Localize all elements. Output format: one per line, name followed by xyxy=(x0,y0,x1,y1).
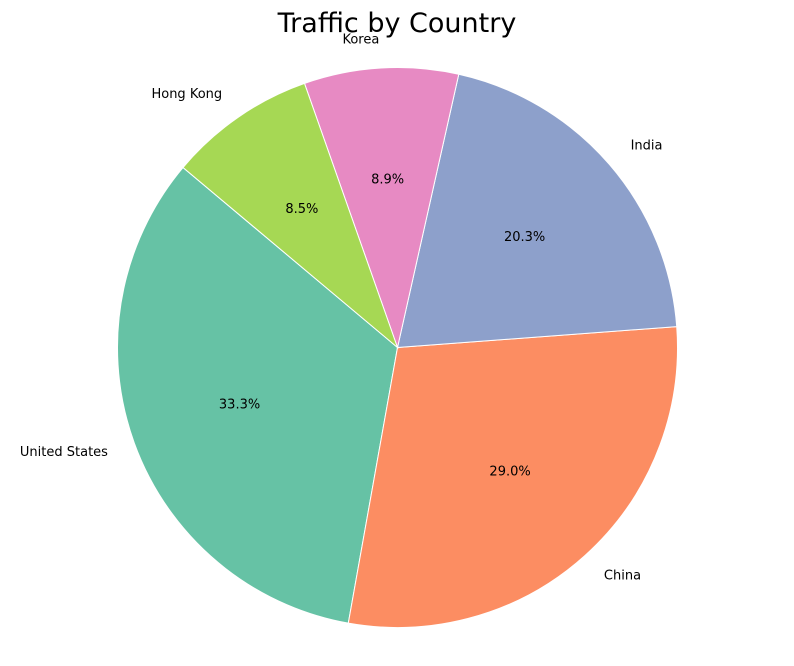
slice-label-china: China xyxy=(604,569,641,584)
chart-title: Traffic by Country xyxy=(277,8,517,39)
pct-label-india: 20.3% xyxy=(504,230,545,245)
pie-slice-united-states xyxy=(117,166,399,624)
pie-slice-china xyxy=(347,326,678,628)
pct-label-hong-kong: 8.5% xyxy=(285,202,318,217)
pct-label-united-states: 33.3% xyxy=(219,397,260,412)
slice-label-hong-kong: Hong Kong xyxy=(151,87,222,102)
slice-label-united-states: United States xyxy=(20,445,108,460)
pie-slice-india xyxy=(396,73,678,349)
pie-slice-hong-kong xyxy=(182,82,399,350)
pie-labels: United States 33.3% China 29.0% India 20.3% Ko… xyxy=(20,33,663,584)
pie-slice-korea xyxy=(303,67,460,350)
pie-slices xyxy=(117,67,678,628)
pct-label-korea: 8.9% xyxy=(371,172,404,187)
slice-label-korea: Korea xyxy=(342,33,379,48)
slice-label-india: India xyxy=(631,139,663,154)
pct-label-china: 29.0% xyxy=(489,465,530,480)
